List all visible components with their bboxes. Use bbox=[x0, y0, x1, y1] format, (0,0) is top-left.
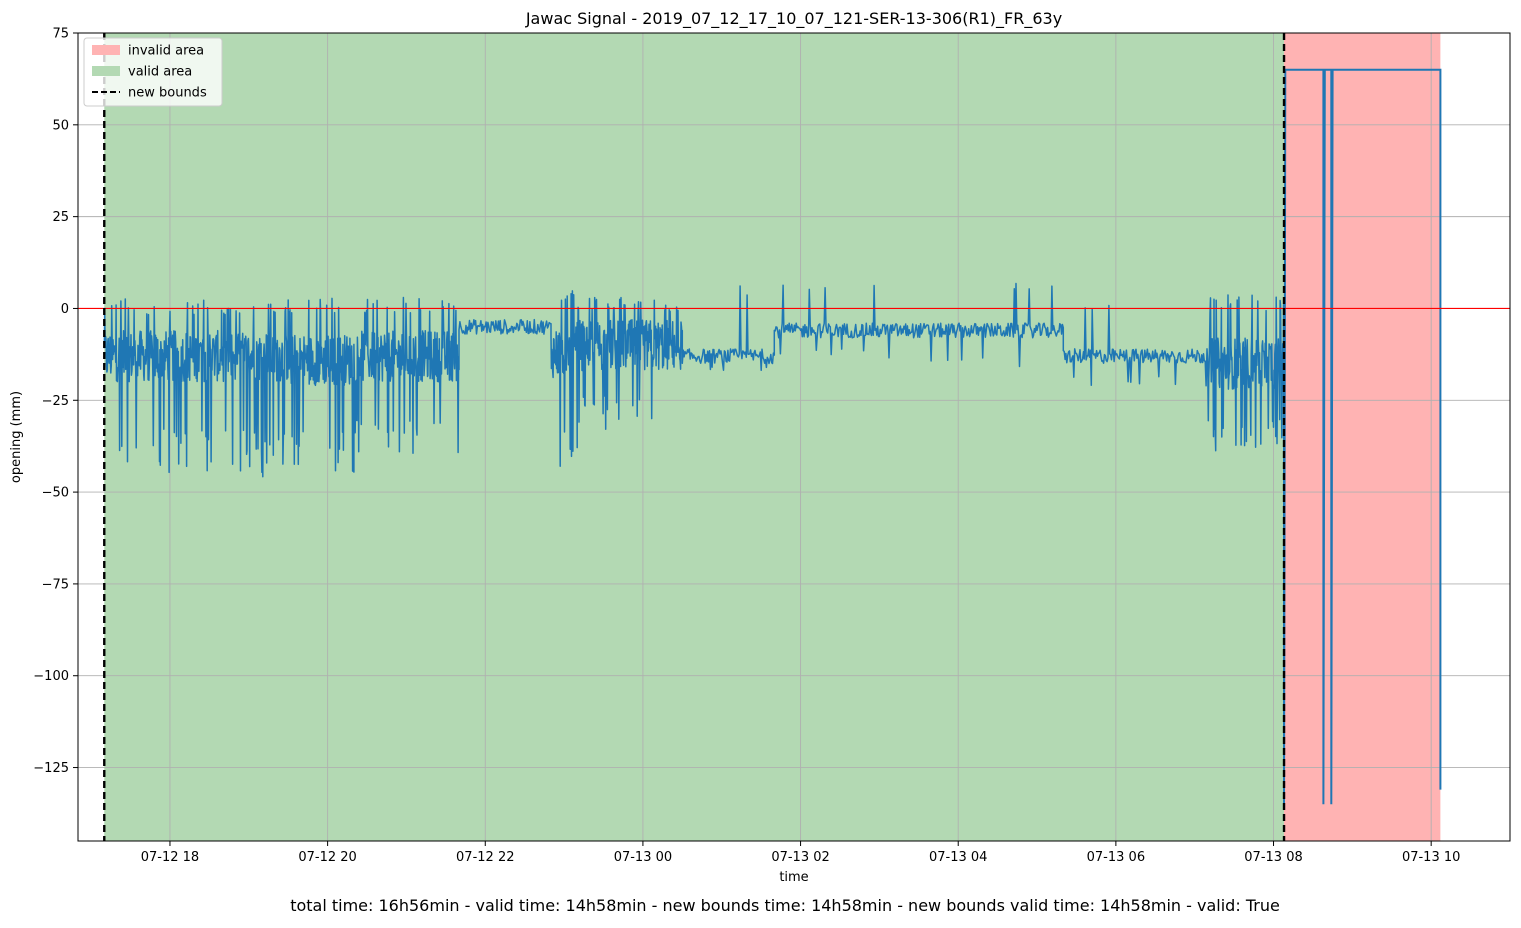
y-tick-label: 0 bbox=[61, 302, 69, 317]
valid-area bbox=[104, 33, 1285, 841]
signal-series-line bbox=[103, 282, 1285, 478]
y-tick-label: 75 bbox=[52, 27, 69, 42]
x-tick-label: 07-12 18 bbox=[141, 850, 199, 865]
plot-frame bbox=[77, 32, 1511, 842]
y-tick-label: 50 bbox=[52, 118, 69, 133]
x-tick-label: 07-13 02 bbox=[771, 850, 829, 865]
legend-label: valid area bbox=[128, 65, 192, 80]
legend-label: new bounds bbox=[128, 86, 207, 101]
invalid-area bbox=[1284, 33, 1441, 841]
jawac-signal-chart: 07-12 18 07-12 20 07-12 22 07-13 00 07-13 02… bbox=[9, 9, 1511, 885]
chart-title: Jawac Signal - 2019_07_12_17_10_07_121-S… bbox=[525, 9, 1062, 29]
x-tick-label: 07-12 20 bbox=[298, 850, 356, 865]
axis-ticks: 07-12 18 07-12 20 07-12 22 07-13 00 07-13 02… bbox=[33, 27, 1460, 866]
legend-label: invalid area bbox=[128, 44, 204, 59]
y-tick-label: −100 bbox=[33, 669, 69, 684]
legend-swatch bbox=[92, 66, 120, 76]
x-tick-label: 07-13 10 bbox=[1402, 850, 1460, 865]
summary-footer: total time: 16h56min - valid time: 14h58… bbox=[290, 896, 1280, 915]
y-tick-label: 25 bbox=[52, 210, 69, 225]
x-axis-label: time bbox=[779, 870, 808, 885]
y-axis-label: opening (mm) bbox=[9, 391, 24, 483]
legend-swatch bbox=[92, 45, 120, 55]
legend: invalid area valid area new bounds bbox=[83, 37, 223, 107]
x-tick-label: 07-13 06 bbox=[1087, 850, 1145, 865]
y-tick-label: −50 bbox=[42, 486, 69, 501]
x-tick-label: 07-12 22 bbox=[456, 850, 514, 865]
x-tick-label: 07-13 00 bbox=[614, 850, 672, 865]
y-tick-label: −25 bbox=[42, 394, 69, 409]
y-tick-label: −125 bbox=[33, 761, 69, 776]
x-tick-label: 07-13 08 bbox=[1244, 850, 1302, 865]
y-tick-label: −75 bbox=[42, 577, 69, 592]
new-bounds-lines bbox=[103, 33, 1286, 841]
x-tick-label: 07-13 04 bbox=[929, 850, 987, 865]
shaded-areas bbox=[104, 33, 1441, 841]
